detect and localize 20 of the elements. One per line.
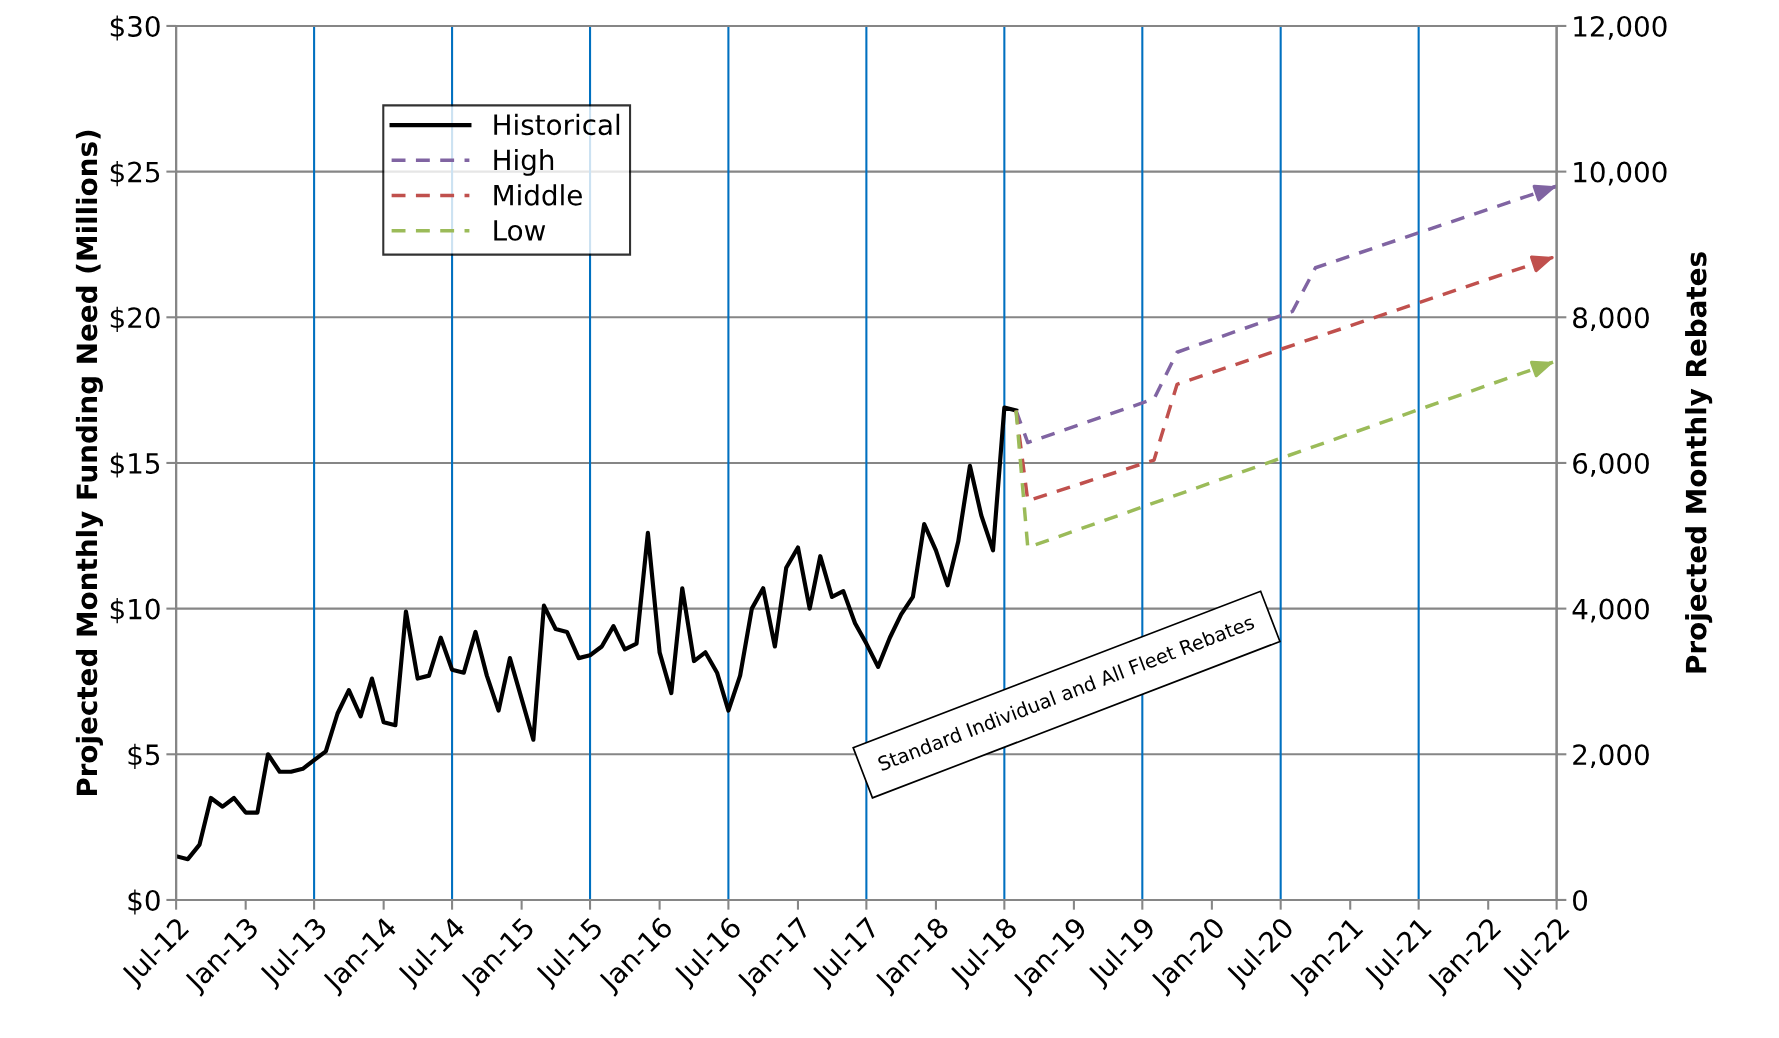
- y2-tick-label: 2,000: [1573, 744, 1649, 769]
- y2-tick-label: 0: [1573, 889, 1588, 911]
- y-tick-label: $25: [110, 161, 160, 187]
- y-tick-label: $15: [110, 452, 160, 478]
- y-tick-label: $0: [128, 889, 160, 915]
- legend-label: High: [494, 148, 554, 176]
- y2-tick-label: 8,000: [1573, 307, 1649, 332]
- y-axis-title: Projected Monthly Funding Need (Millions): [75, 130, 103, 796]
- y-tick-label: $20: [110, 306, 160, 332]
- y-tick-label: $30: [110, 15, 160, 41]
- y-tick-label: $10: [110, 598, 160, 624]
- y2-tick-label: 6,000: [1573, 452, 1649, 477]
- y-tick-label: $5: [128, 743, 160, 769]
- y2-tick-label: 10,000: [1574, 161, 1667, 186]
- legend-label: Middle: [494, 184, 582, 206]
- legend-label: Low: [494, 220, 546, 241]
- y2-tick-label: 12,000: [1574, 15, 1667, 40]
- legend-label: Historical: [494, 113, 620, 136]
- y2-tick-label: 4,000: [1572, 598, 1649, 623]
- y2-axis-title: Projected Monthly Rebates: [1685, 252, 1713, 673]
